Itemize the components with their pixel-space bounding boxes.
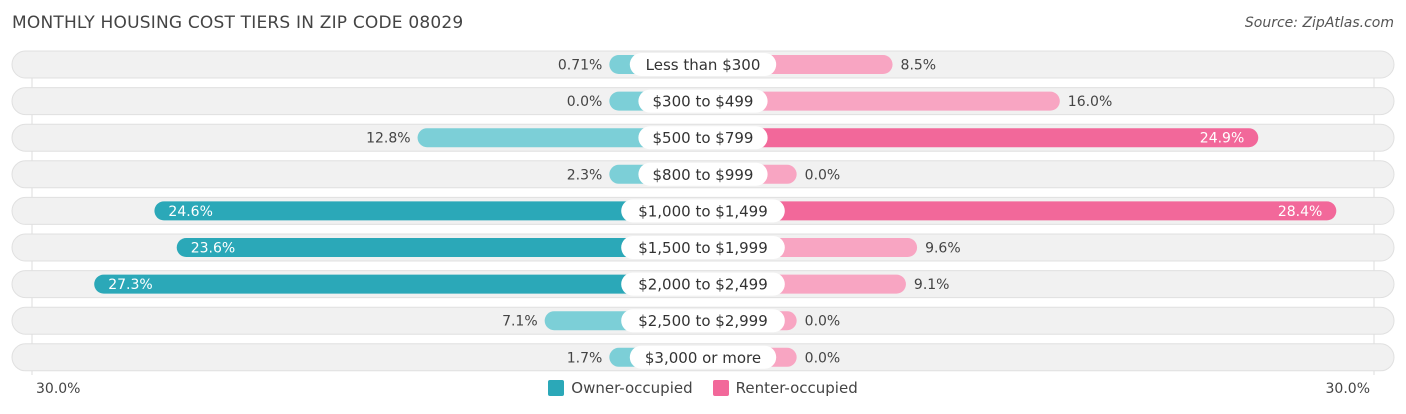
legend-renter-label: Renter-occupied	[735, 379, 858, 397]
category-label: $800 to $999	[653, 166, 754, 184]
owner-value-label: 23.6%	[191, 241, 235, 257]
renter-value-label: 28.4%	[1278, 204, 1322, 220]
owner-value-label: 0.71%	[558, 58, 602, 74]
axis-right-label: 30.0%	[1325, 381, 1370, 397]
legend: Owner-occupied Renter-occupied	[0, 379, 1406, 397]
owner-bar	[94, 274, 703, 294]
owner-value-label: 0.0%	[567, 94, 603, 110]
renter-bar	[703, 201, 1337, 221]
category-label: $500 to $799	[653, 129, 754, 147]
source-label: Source: ZipAtlas.com	[1244, 15, 1394, 31]
owner-value-label: 7.1%	[502, 314, 538, 330]
owner-bar	[176, 238, 704, 257]
category-label: $300 to $499	[653, 93, 754, 111]
category-pill	[621, 199, 785, 223]
legend-renter: Renter-occupied	[712, 379, 858, 397]
category-label: $2,000 to $2,499	[638, 276, 768, 294]
renter-value-label: 8.5%	[901, 58, 937, 74]
renter-value-label: 16.0%	[1068, 94, 1112, 110]
renter-value-label: 9.1%	[914, 277, 950, 293]
category-pill	[621, 272, 785, 296]
legend-owner: Owner-occupied	[548, 379, 693, 397]
renter-value-label: 24.9%	[1200, 131, 1244, 147]
renter-bar	[703, 91, 1060, 111]
owner-bar	[154, 201, 704, 221]
owner-value-label: 24.6%	[168, 204, 212, 220]
owner-value-label: 12.8%	[366, 131, 410, 147]
renter-swatch-icon	[712, 380, 729, 396]
category-pill	[629, 345, 777, 369]
category-label: $1,000 to $1,499	[638, 202, 768, 220]
category-label: Less than $300	[646, 56, 761, 74]
category-pill	[621, 236, 785, 259]
category-pill	[629, 53, 777, 76]
category-label: $3,000 or more	[645, 349, 761, 367]
owner-swatch-icon	[548, 380, 565, 396]
owner-bar	[417, 128, 703, 148]
category-pill	[621, 309, 785, 333]
renter-value-label: 0.0%	[805, 314, 841, 330]
category-pill	[638, 162, 768, 186]
category-pill	[638, 126, 768, 150]
renter-value-label: 0.0%	[805, 167, 841, 183]
renter-value-label: 0.0%	[805, 350, 841, 366]
owner-value-label: 27.3%	[108, 277, 152, 293]
category-pill	[638, 89, 768, 113]
owner-value-label: 2.3%	[567, 167, 603, 183]
renter-value-label: 9.6%	[925, 241, 961, 257]
category-label: $2,500 to $2,999	[638, 312, 768, 330]
renter-bar	[703, 128, 1259, 148]
legend-owner-label: Owner-occupied	[571, 379, 693, 397]
axis-left-label: 30.0%	[36, 381, 81, 397]
owner-value-label: 1.7%	[567, 350, 603, 366]
category-label: $1,500 to $1,999	[638, 239, 768, 257]
chart-title: MONTHLY HOUSING COST TIERS IN ZIP CODE 0…	[12, 13, 464, 33]
